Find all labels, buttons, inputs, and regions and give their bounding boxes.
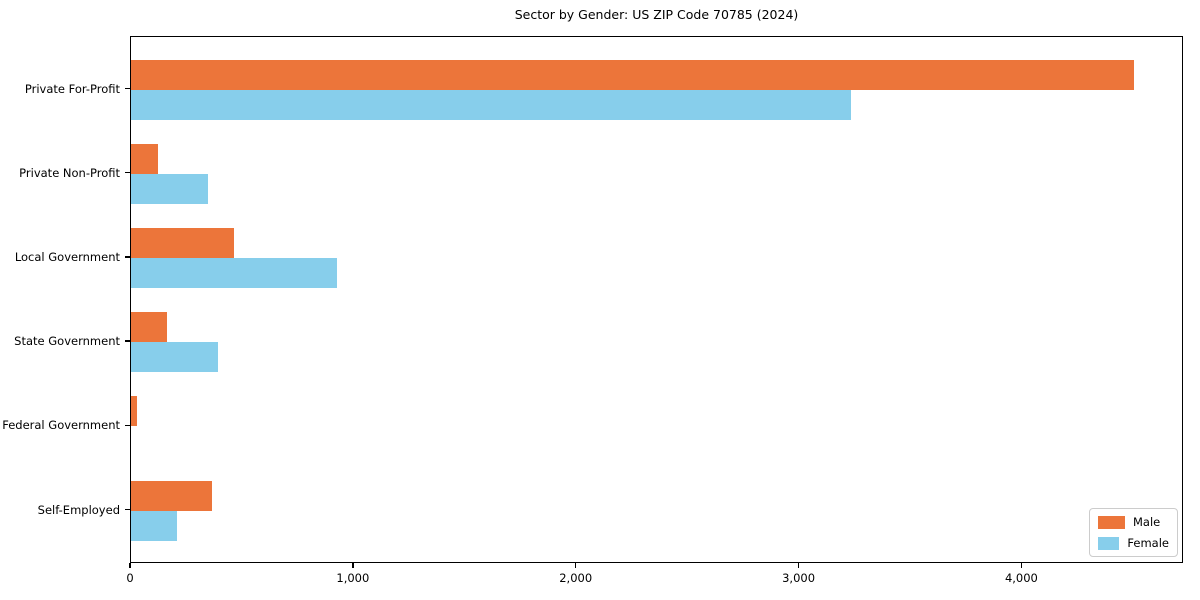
legend: Male Female [1089,508,1178,557]
x-tick-label: 1,000 [336,571,370,585]
x-tick [129,563,131,568]
legend-item-male: Male [1098,516,1169,529]
y-tick [125,256,130,258]
chart-title: Sector by Gender: US ZIP Code 70785 (202… [514,7,799,22]
y-axis-label: Private Non-Profit [19,165,120,180]
legend-male-label: Male [1133,514,1161,529]
x-tick-label: 4,000 [1004,571,1038,585]
legend-male-swatch-icon [1098,516,1125,529]
x-tick [574,563,577,568]
bar-female-2 [131,173,208,204]
legend-female-label: Female [1127,535,1169,550]
y-tick [125,87,130,90]
legend-item-female: Female [1098,537,1169,550]
bar-male-1 [131,59,1134,90]
bar-male-5 [131,396,137,427]
x-tick-label: 0 [126,571,134,585]
y-axis-label: Private For-Profit [24,81,120,96]
y-axis-label: Federal Government [2,418,120,433]
bar-female-1 [131,89,851,120]
y-axis-label: Local Government [14,249,120,264]
bar-female-3 [131,257,338,288]
x-tick-label: 2,000 [559,571,593,585]
legend-female-swatch-icon [1098,537,1120,550]
y-axis-label: Self-Employed [37,502,120,517]
x-tick [797,563,800,568]
y-tick [125,171,130,174]
plot-area [130,36,1183,563]
bar-female-6 [131,510,177,541]
bar-male-4 [131,312,167,343]
y-tick [125,508,130,511]
bar-male-2 [131,143,158,174]
y-axis-label: State Government [14,334,120,349]
x-tick [1020,563,1023,568]
bar-female-4 [131,342,218,373]
bar-male-3 [131,227,234,258]
y-tick [125,340,130,342]
bar-male-6 [131,480,213,511]
x-tick-label: 3,000 [782,571,816,585]
x-tick [352,563,354,568]
y-tick [125,424,130,427]
